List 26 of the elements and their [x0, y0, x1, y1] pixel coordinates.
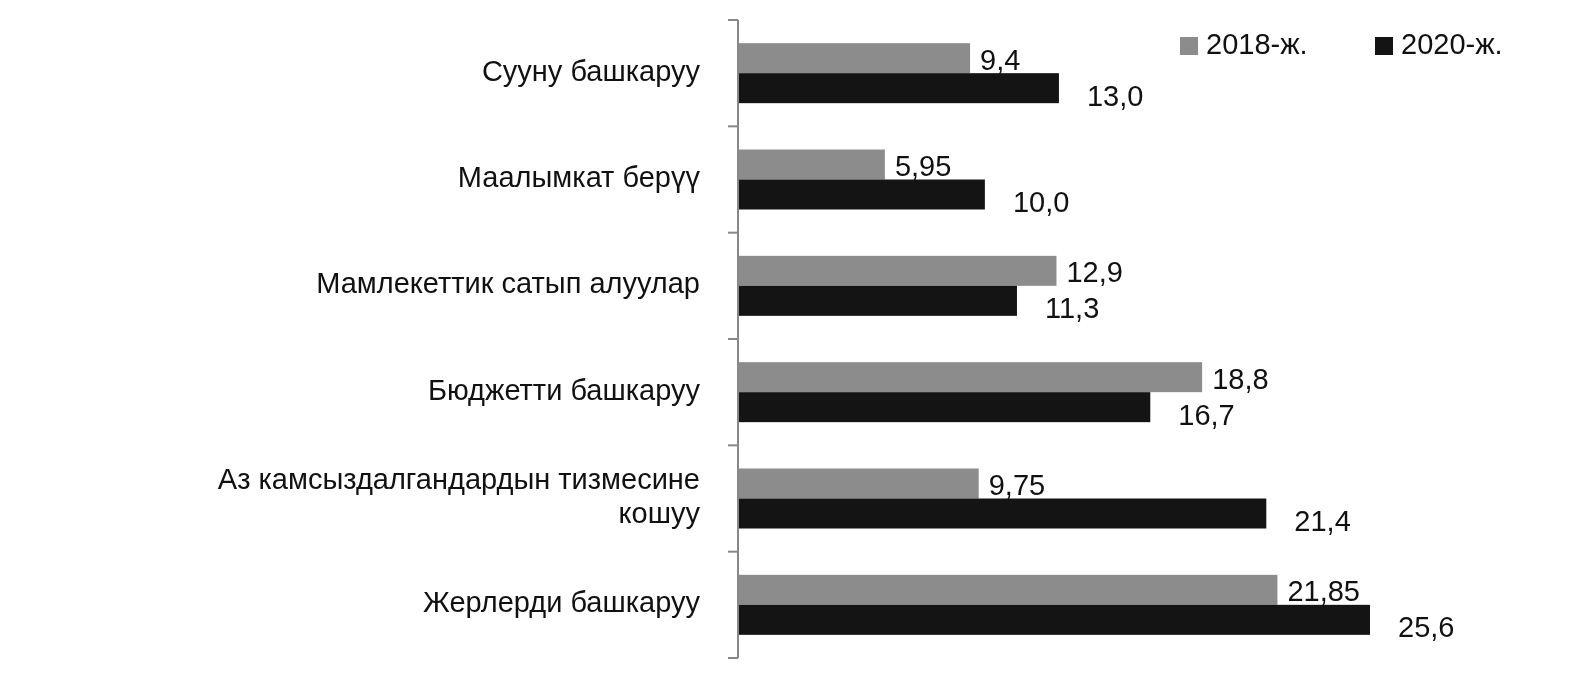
- y-tick-label: Бюджетти башкаруу: [427, 373, 701, 406]
- y-tick-label: Жерлерди башкаруу: [423, 586, 701, 619]
- bar: [738, 73, 1059, 104]
- legend-label: 2018-ж.: [1206, 27, 1308, 60]
- legend-label: 2020-ж.: [1401, 27, 1503, 60]
- data-label: 18,8: [1212, 362, 1269, 395]
- data-label: 9,75: [988, 469, 1046, 502]
- data-label: 21,4: [1294, 505, 1351, 538]
- data-label: 25,6: [1398, 611, 1455, 644]
- data-label: 9,4: [980, 43, 1021, 76]
- data-label: 12,9: [1066, 256, 1123, 289]
- data-label: 11,3: [1044, 292, 1100, 325]
- data-label: 10,0: [1012, 186, 1070, 219]
- bar: [738, 392, 1151, 423]
- y-tick-label: Маалымкат берүү: [457, 161, 701, 194]
- y-tick-label: Мамлекеттик сатып алуулар: [316, 267, 700, 300]
- bar: [738, 179, 985, 210]
- bar: [738, 498, 1267, 529]
- data-label: 16,7: [1178, 398, 1235, 431]
- data-label: 5,95: [894, 150, 952, 183]
- bar: [738, 604, 1370, 635]
- y-tick-label: Сууну башкаруу: [481, 54, 701, 87]
- data-label: 13,0: [1086, 79, 1144, 112]
- bar: [738, 285, 1017, 316]
- y-tick-label: Аз камсыздалгандардын тизмесине кошуу: [217, 463, 701, 530]
- data-label: 21,85: [1287, 575, 1360, 608]
